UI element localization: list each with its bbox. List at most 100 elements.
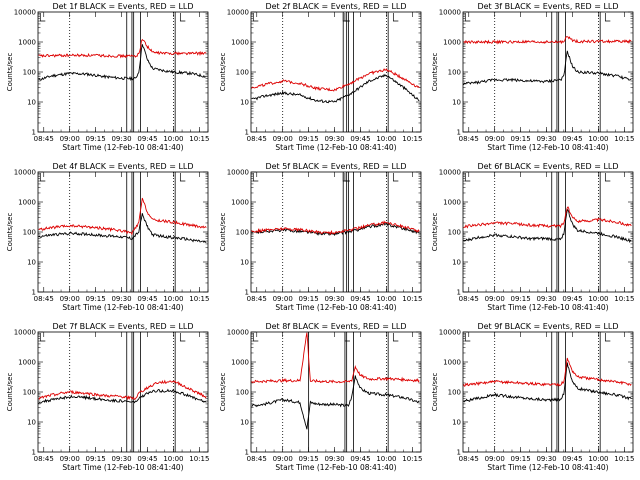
y-axis-label: Counts/sec [431, 373, 439, 412]
x-tick-label: 09:30 [324, 455, 344, 463]
x-tick-label: 09:15 [299, 135, 319, 143]
time-bracket-marker [392, 173, 399, 182]
panel-8: Det 8f BLACK = Events, RED = LLD 1 10 100 10… [219, 322, 422, 472]
y-axis-label: Counts/sec [6, 53, 14, 92]
plot-frame [250, 331, 422, 453]
time-bracket-marker [39, 333, 46, 342]
time-bracket-marker [604, 13, 611, 22]
x-tick-label: 09:00 [485, 135, 505, 143]
x-tick-label: 09:30 [111, 295, 131, 303]
x-tick-label: 10:00 [588, 135, 608, 143]
lld-series-line [38, 379, 207, 401]
y-tick-label: 10000 [439, 169, 461, 177]
x-tick-label: 10:15 [614, 455, 634, 463]
x-tick-label: 09:00 [60, 295, 80, 303]
x-tick-label: 09:15 [511, 295, 531, 303]
x-tick-label: 10:15 [614, 135, 634, 143]
y-tick-label: 10 [27, 419, 36, 427]
x-axis-label: Start Time (12-Feb-10 08:41:40) [275, 303, 396, 312]
events-series-line [251, 375, 420, 430]
y-tick-label: 1 [245, 449, 249, 457]
x-tick-label: 09:45 [350, 135, 370, 143]
lld-series-line [38, 38, 207, 59]
time-bracket-marker [39, 173, 46, 182]
x-axis-label: Start Time (12-Feb-10 08:41:40) [62, 303, 183, 312]
x-tick-label: 10:15 [402, 135, 422, 143]
x-tick-label: 08:45 [34, 455, 54, 463]
y-tick-label: 100 [236, 69, 249, 77]
y-tick-label: 10000 [227, 169, 249, 177]
x-tick-label: 09:45 [562, 295, 582, 303]
x-tick-label: 10:00 [376, 135, 396, 143]
y-axis-label: Counts/sec [219, 53, 227, 92]
events-series-line [251, 222, 420, 237]
events-series-line [251, 73, 420, 104]
x-tick-label: 10:15 [614, 295, 634, 303]
y-axis-label: Counts/sec [431, 213, 439, 252]
y-tick-label: 10 [240, 419, 249, 427]
y-tick-label: 10000 [14, 9, 36, 17]
x-tick-label: 09:00 [273, 455, 293, 463]
time-bracket-marker [179, 333, 186, 342]
y-tick-label: 10000 [439, 9, 461, 17]
y-axis-label: Counts/sec [219, 213, 227, 252]
time-bracket-marker [252, 13, 259, 22]
panel-3: Det 3f BLACK = Events, RED = LLD 1 10 100 10… [431, 2, 634, 152]
panel-title: Det 5f BLACK = Events, RED = LLD [265, 162, 406, 171]
time-bracket-marker [392, 333, 399, 342]
y-tick-label: 100 [23, 229, 36, 237]
time-bracket-marker [344, 173, 350, 182]
x-tick-label: 09:00 [273, 295, 293, 303]
lld-series-line [251, 220, 420, 236]
x-tick-label: 08:45 [247, 455, 267, 463]
x-tick-label: 08:45 [459, 135, 479, 143]
time-bracket-marker [464, 13, 471, 22]
y-axis-label: Counts/sec [219, 373, 227, 412]
y-tick-label: 1000 [18, 199, 36, 207]
x-tick-label: 10:00 [376, 455, 396, 463]
plot-frame [37, 171, 209, 293]
x-tick-label: 09:45 [350, 455, 370, 463]
y-tick-label: 10000 [14, 329, 36, 337]
x-axis-label: Start Time (12-Feb-10 08:41:40) [275, 463, 396, 472]
time-bracket-marker [39, 13, 46, 22]
y-tick-label: 1000 [18, 359, 36, 367]
events-series-line [38, 388, 207, 404]
time-bracket-marker [604, 173, 611, 182]
x-tick-label: 10:15 [189, 135, 209, 143]
lld-series-line [251, 332, 420, 384]
y-tick-label: 1000 [231, 359, 249, 367]
lld-series-line [463, 357, 632, 387]
plot-frame [462, 331, 634, 453]
time-bracket-marker [179, 173, 186, 182]
x-tick-label: 09:30 [111, 455, 131, 463]
y-tick-label: 10000 [439, 329, 461, 337]
y-tick-label: 10 [27, 99, 36, 107]
y-tick-label: 1 [457, 129, 461, 137]
panel-title: Det 9f BLACK = Events, RED = LLD [477, 322, 618, 331]
y-tick-label: 1 [245, 289, 249, 297]
x-tick-label: 10:15 [402, 295, 422, 303]
x-axis-label: Start Time (12-Feb-10 08:41:40) [487, 143, 608, 152]
plot-frame [462, 11, 634, 133]
x-axis-label: Start Time (12-Feb-10 08:41:40) [487, 303, 608, 312]
lld-series-line [251, 67, 420, 92]
y-tick-label: 10000 [227, 329, 249, 337]
panel-5: Det 5f BLACK = Events, RED = LLD 1 10 100 10… [219, 162, 422, 312]
x-tick-label: 09:15 [511, 135, 531, 143]
x-tick-label: 09:45 [562, 135, 582, 143]
y-tick-label: 10 [452, 259, 461, 267]
y-tick-label: 10 [452, 99, 461, 107]
time-bracket-marker [464, 173, 471, 182]
x-tick-label: 10:00 [376, 295, 396, 303]
y-tick-label: 1000 [443, 359, 461, 367]
time-bracket-marker [342, 13, 349, 22]
panel-title: Det 1f BLACK = Events, RED = LLD [52, 2, 193, 11]
panel-title: Det 6f BLACK = Events, RED = LLD [477, 162, 618, 171]
x-axis-label: Start Time (12-Feb-10 08:41:40) [62, 463, 183, 472]
x-tick-label: 10:00 [163, 455, 183, 463]
y-axis-label: Counts/sec [431, 53, 439, 92]
y-tick-label: 10000 [227, 9, 249, 17]
time-bracket-marker [252, 333, 259, 342]
lld-series-line [463, 206, 632, 229]
